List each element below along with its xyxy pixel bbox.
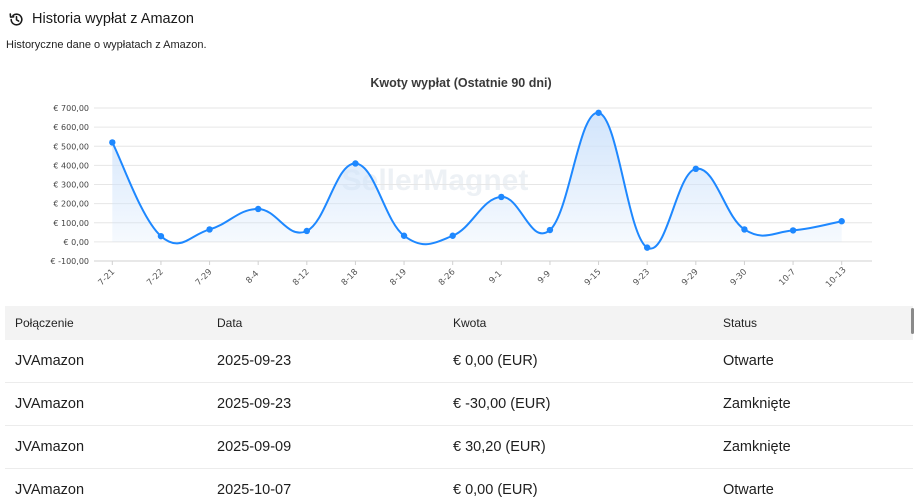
y-tick-label: € 500,00 [53,142,89,151]
cell-date: 2025-09-09 [217,439,292,455]
page-header: Historia wypłat z Amazon [8,9,194,29]
table-row[interactable]: JVAmazon 2025-09-23 € 0,00 (EUR) Otwarte [5,340,913,383]
x-tick-label: 8-26 [437,267,458,288]
x-tick-label: 9-29 [680,267,701,288]
y-tick-label: € 400,00 [53,161,89,170]
data-point [741,226,748,233]
data-point [303,227,311,235]
x-tick-label: 10-13 [824,265,849,290]
cell-date: 2025-09-23 [217,396,292,412]
x-tick-label: 7-22 [145,267,166,288]
table-row[interactable]: JVAmazon 2025-09-23 € -30,00 (EUR) Zamkn… [5,383,913,426]
x-tick-label: 10-7 [777,267,798,288]
x-tick-label: 9-1 [487,269,504,286]
cell-status: Zamknięte [723,396,791,412]
x-tick-label: 9-9 [536,269,553,286]
data-point [157,232,165,240]
payout-table: Połączenie Data Kwota Status JVAmazon 20… [5,306,913,500]
cell-status: Zamknięte [723,439,791,455]
page-title: Historia wypłat z Amazon [32,11,194,27]
data-point [206,226,213,233]
cell-amount: € 0,00 (EUR) [453,353,538,369]
page-subtitle: Historyczne dane o wypłatach z Amazon. [6,39,207,51]
payout-chart: SellerMagnet Kwoty wypłat (Ostatnie 90 dn… [0,66,922,296]
x-tick-label: 9-30 [729,267,750,288]
x-tick-label: 8-19 [388,267,409,288]
table-row[interactable]: JVAmazon 2025-10-07 € 0,00 (EUR) Otwarte [5,469,913,500]
cell-connection: JVAmazon [15,396,85,412]
x-tick-label: 9-15 [583,267,604,288]
column-header-date[interactable]: Data [217,316,243,330]
column-header-amount[interactable]: Kwota [453,316,487,330]
data-point [546,226,554,234]
y-tick-label: € 700,00 [53,104,89,113]
x-tick-label: 8-12 [291,267,312,288]
series-area [112,112,842,249]
cell-status: Otwarte [723,482,774,498]
y-tick-label: € 300,00 [53,181,89,190]
y-tick-label: € 200,00 [53,200,89,209]
data-point [254,205,262,213]
y-tick-label: € -100,00 [50,257,89,266]
chart-title: Kwoty wypłat (Ostatnie 90 dni) [370,76,551,90]
data-point [109,139,116,146]
data-point [352,160,359,167]
data-point [498,193,505,201]
column-header-status[interactable]: Status [723,316,758,330]
data-point [838,218,845,225]
data-point [643,244,651,251]
cell-status: Otwarte [723,353,774,369]
table-scrollbar[interactable] [911,308,914,334]
data-point [789,227,797,234]
cell-connection: JVAmazon [15,353,85,369]
cell-connection: JVAmazon [15,482,85,498]
cell-amount: € 0,00 (EUR) [453,482,538,498]
data-point [400,232,408,239]
cell-date: 2025-10-07 [217,482,292,498]
column-header-connection[interactable]: Połączenie [15,316,74,330]
x-tick-label: 7-21 [97,267,118,288]
x-tick-label: 7-29 [194,267,215,288]
cell-amount: € 30,20 (EUR) [453,439,546,455]
cell-connection: JVAmazon [15,439,85,455]
data-point [449,232,456,239]
cell-amount: € -30,00 (EUR) [453,396,551,412]
x-tick-label: 9-23 [631,267,652,288]
table-header: Połączenie Data Kwota Status [5,306,913,340]
data-point [692,165,700,173]
x-tick-label: 8-18 [340,267,361,288]
cell-date: 2025-09-23 [217,353,292,369]
table-row[interactable]: JVAmazon 2025-09-09 € 30,20 (EUR) Zamkni… [5,426,913,469]
y-tick-label: € 100,00 [53,219,89,228]
series-line [111,111,842,250]
y-tick-label: € 600,00 [53,123,89,132]
y-tick-label: € 0,00 [64,238,89,247]
data-point [595,109,602,116]
x-tick-label: 8-4 [244,269,261,286]
history-icon [9,12,23,26]
